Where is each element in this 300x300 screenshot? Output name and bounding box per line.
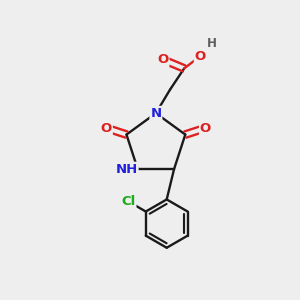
- Text: O: O: [157, 53, 169, 66]
- Text: O: O: [101, 122, 112, 134]
- Text: NH: NH: [116, 163, 138, 176]
- Text: O: O: [195, 50, 206, 63]
- Text: O: O: [200, 122, 211, 134]
- Text: N: N: [150, 107, 161, 120]
- Text: Cl: Cl: [121, 195, 136, 208]
- Text: H: H: [206, 37, 217, 50]
